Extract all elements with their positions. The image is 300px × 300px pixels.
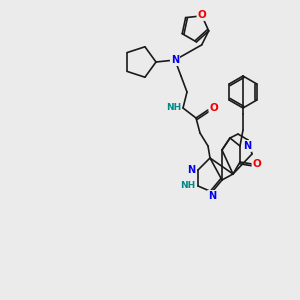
Text: O: O — [253, 159, 261, 169]
Text: NH: NH — [166, 103, 181, 112]
Text: NH: NH — [180, 182, 195, 190]
Text: O: O — [198, 10, 206, 20]
Text: N: N — [187, 165, 195, 175]
Text: N: N — [171, 55, 179, 65]
Text: N: N — [243, 141, 251, 151]
Text: O: O — [210, 103, 218, 113]
Text: N: N — [208, 191, 216, 201]
